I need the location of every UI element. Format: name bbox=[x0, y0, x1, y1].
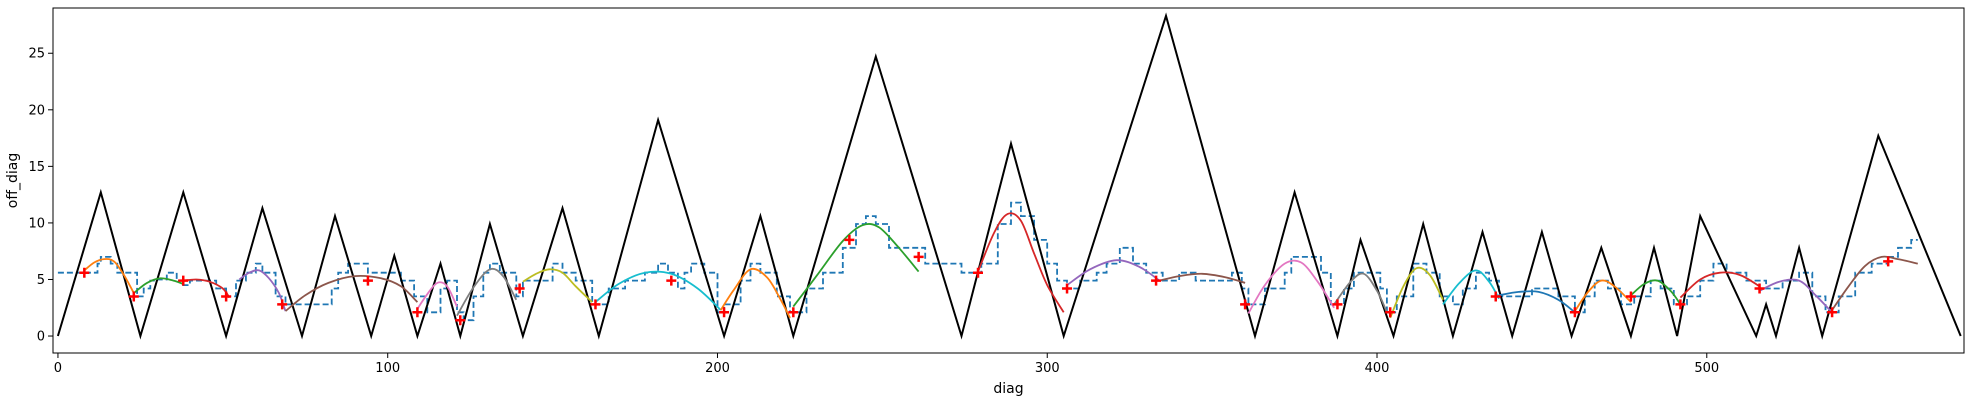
fit-curve-14 bbox=[1159, 272, 1246, 284]
plus-marker-10 bbox=[590, 299, 601, 310]
fit-curve-24 bbox=[1831, 255, 1918, 311]
plus-marker-22 bbox=[1490, 291, 1501, 302]
fit-curve-17 bbox=[1389, 266, 1444, 319]
step-series-line bbox=[57, 201, 1918, 322]
plot-area-frame bbox=[52, 7, 1965, 354]
fit-curve-19 bbox=[1498, 290, 1576, 314]
plus-marker-26 bbox=[1754, 283, 1765, 294]
x-tick-label: 100 bbox=[375, 361, 400, 376]
fit-curve-6 bbox=[416, 281, 458, 310]
fit-curve-22 bbox=[1679, 271, 1760, 299]
fit-curve-16 bbox=[1333, 272, 1388, 313]
fit-curve-1 bbox=[83, 258, 135, 294]
plus-marker-6 bbox=[362, 275, 373, 286]
x-tick-label: 500 bbox=[1694, 361, 1719, 376]
plus-marker-7 bbox=[412, 307, 423, 318]
plus-marker-20 bbox=[1332, 299, 1343, 310]
triangle-series-line bbox=[56, 12, 1962, 340]
fit-curve-5 bbox=[284, 274, 419, 312]
plus-marker-19 bbox=[1240, 299, 1251, 310]
plus-marker-11 bbox=[666, 275, 677, 286]
plus-marker-24 bbox=[1625, 291, 1636, 302]
y-axis: 0 5 10 15 20 25 bbox=[28, 47, 53, 345]
fit-curve-10 bbox=[720, 267, 791, 319]
plus-marker-14 bbox=[844, 234, 855, 245]
fit-curve-12 bbox=[977, 212, 1065, 313]
plus-marker-12 bbox=[719, 307, 730, 318]
fit-curve-2 bbox=[133, 277, 184, 294]
fit-curve-8 bbox=[522, 268, 593, 303]
y-tick-label: 10 bbox=[28, 216, 45, 231]
plus-marker-25 bbox=[1675, 299, 1686, 310]
fit-curve-23 bbox=[1759, 278, 1833, 313]
fit-curve-20 bbox=[1574, 279, 1632, 312]
y-axis-label: off_diag bbox=[5, 153, 21, 208]
x-axis-label: diag bbox=[993, 381, 1023, 397]
plus-marker-9 bbox=[514, 283, 525, 294]
x-axis: 0 100 200 300 400 500 bbox=[54, 353, 1719, 376]
fit-curve-15 bbox=[1247, 259, 1335, 314]
y-tick-label: 20 bbox=[28, 103, 45, 118]
x-tick-label: 0 bbox=[54, 361, 62, 376]
x-tick-label: 300 bbox=[1035, 361, 1060, 376]
plus-marker-27 bbox=[1827, 307, 1838, 318]
y-tick-label: 15 bbox=[28, 160, 45, 175]
plus-marker-16 bbox=[972, 267, 983, 278]
plus-marker-28 bbox=[1883, 256, 1894, 267]
x-tick-label: 400 bbox=[1365, 361, 1390, 376]
plus-marker-8 bbox=[455, 315, 466, 326]
fit-curve-4 bbox=[238, 269, 287, 312]
y-tick-label: 5 bbox=[37, 273, 45, 288]
fit-curve-7 bbox=[456, 267, 518, 317]
plot-marks bbox=[56, 12, 1962, 340]
plus-marker-2 bbox=[128, 291, 139, 302]
plus-marker-3 bbox=[178, 275, 189, 286]
plus-marker-21 bbox=[1385, 307, 1396, 318]
fit-curve-18 bbox=[1442, 269, 1500, 305]
plus-marker-18 bbox=[1151, 275, 1162, 286]
fit-curve-11 bbox=[792, 223, 920, 308]
y-tick-label: 25 bbox=[28, 47, 45, 62]
plus-marker-13 bbox=[788, 307, 799, 318]
plus-marker-4 bbox=[221, 291, 232, 302]
x-tick-label: 200 bbox=[705, 361, 730, 376]
fit-curve-3 bbox=[183, 278, 231, 299]
plus-marker-5 bbox=[277, 299, 288, 310]
y-tick-label: 0 bbox=[37, 330, 45, 345]
plus-marker-1 bbox=[79, 267, 90, 278]
plus-marker-23 bbox=[1569, 307, 1580, 318]
plus-marker-17 bbox=[1062, 283, 1073, 294]
fit-curve-21 bbox=[1630, 279, 1682, 305]
fit-curve-13 bbox=[1066, 259, 1160, 286]
plus-marker-15 bbox=[913, 251, 924, 262]
fit-curve-9 bbox=[594, 270, 722, 311]
